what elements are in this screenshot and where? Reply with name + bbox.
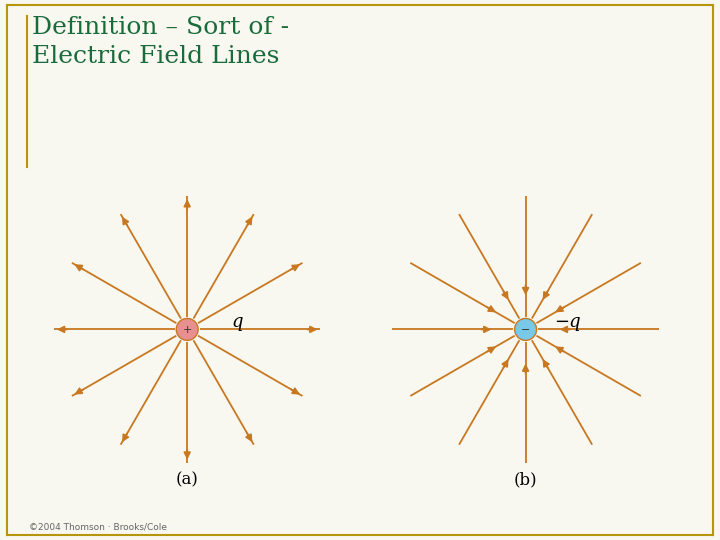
Text: (a): (a): [176, 471, 199, 488]
Circle shape: [176, 319, 198, 340]
Text: q: q: [231, 313, 243, 330]
Circle shape: [515, 319, 536, 340]
Text: Definition – Sort of -
Electric Field Lines: Definition – Sort of - Electric Field Li…: [32, 16, 289, 68]
Text: −: −: [521, 325, 531, 335]
Text: +: +: [182, 325, 192, 335]
Text: −q: −q: [554, 313, 580, 330]
Text: (b): (b): [514, 471, 537, 488]
Text: ©2004 Thomson · Brooks/Cole: ©2004 Thomson · Brooks/Cole: [29, 523, 167, 532]
